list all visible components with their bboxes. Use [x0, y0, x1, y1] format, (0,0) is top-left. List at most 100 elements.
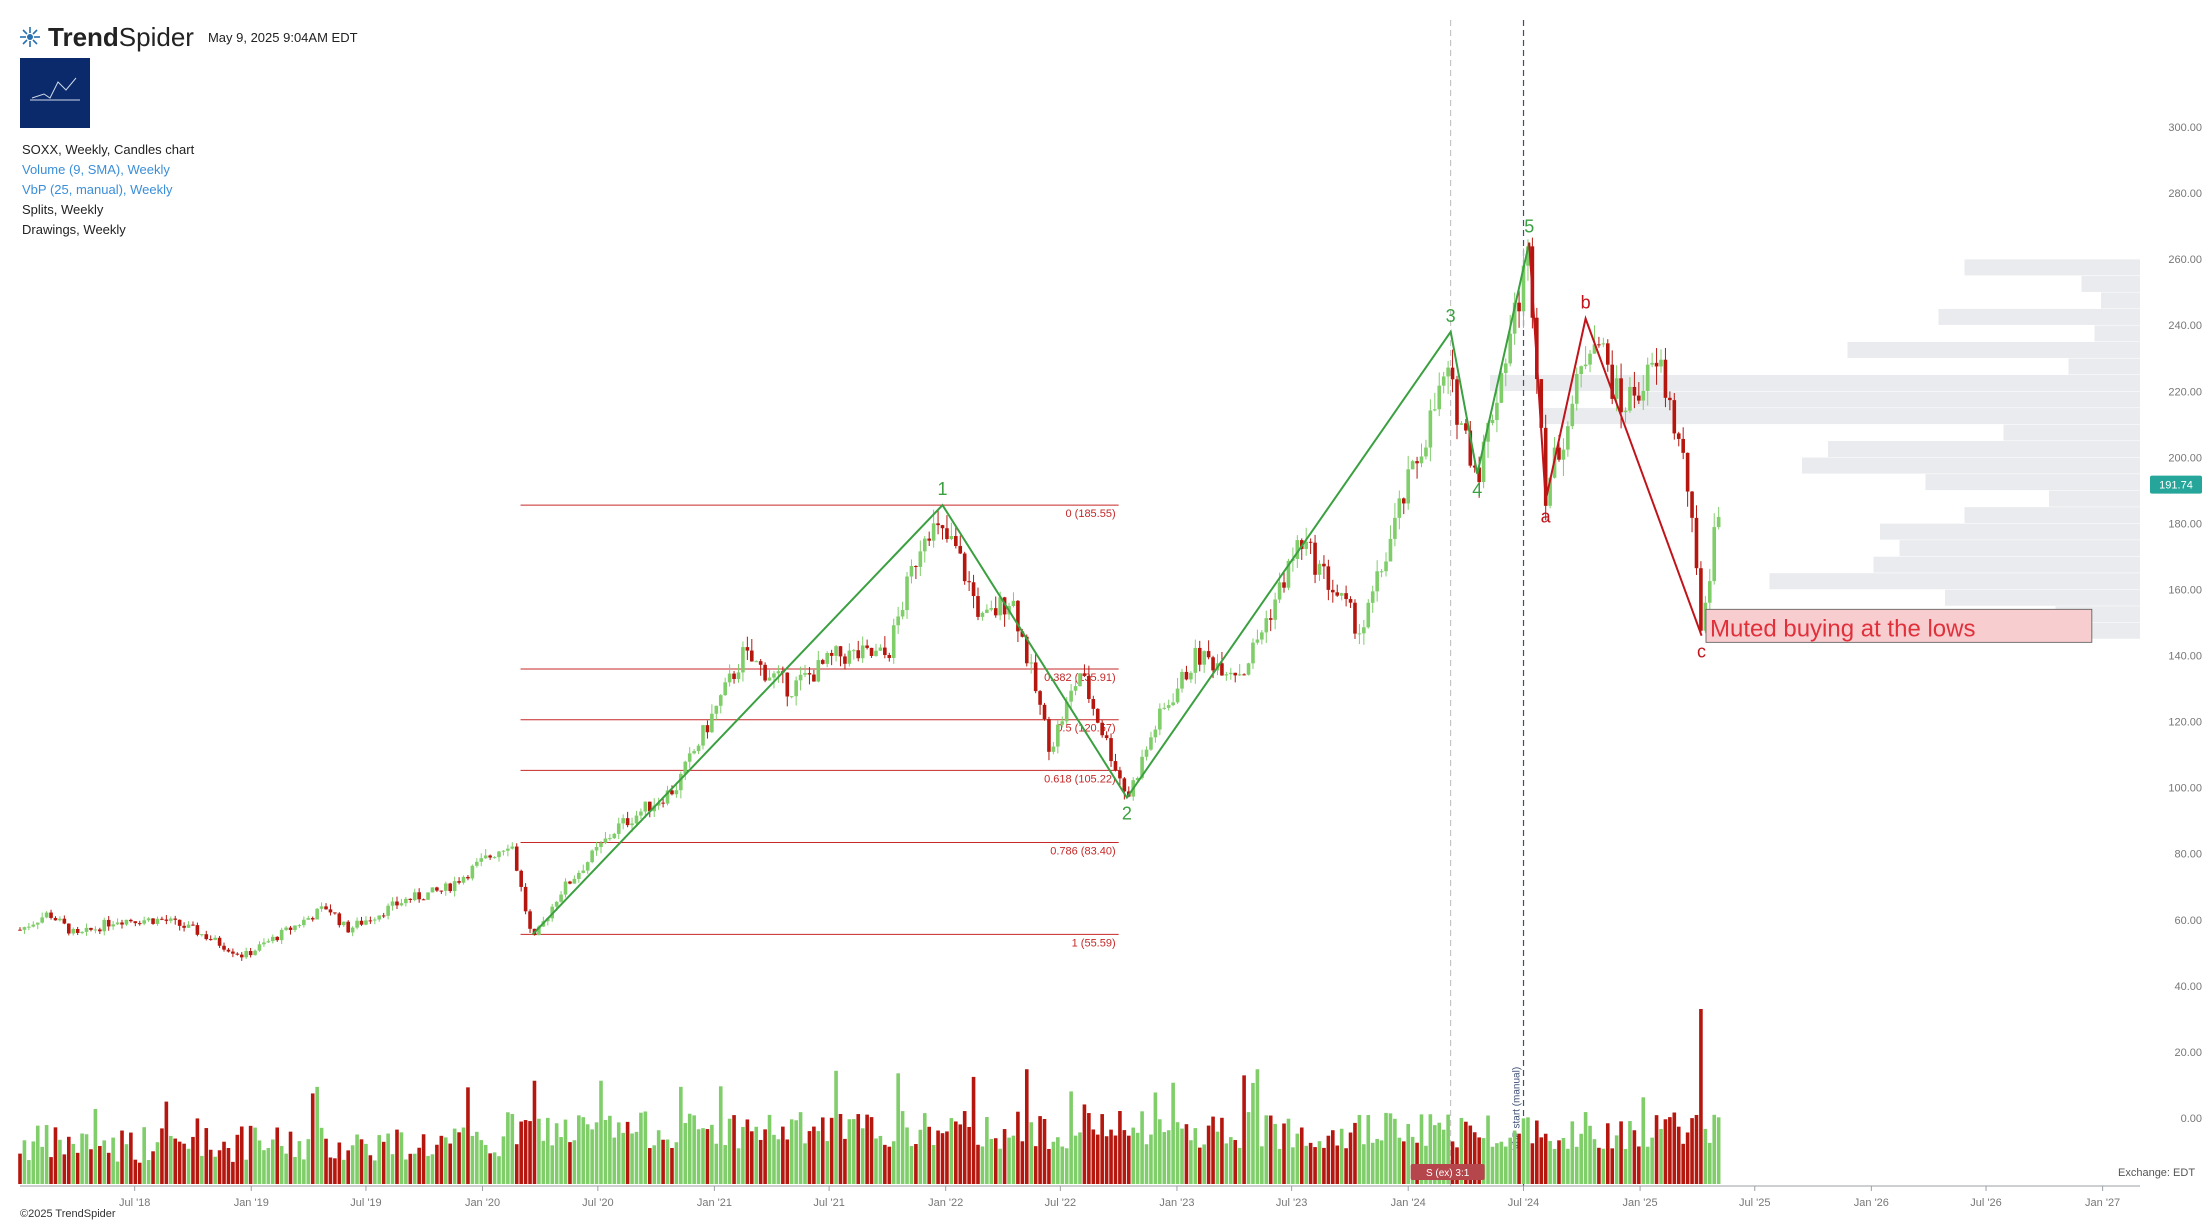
candle — [71, 929, 76, 934]
candle — [44, 912, 49, 918]
volume-bar — [1020, 1141, 1025, 1184]
candle — [297, 925, 302, 927]
candle — [1477, 467, 1481, 483]
volume-bar — [80, 1133, 84, 1184]
candle — [115, 922, 120, 925]
corrective-wave-label: b — [1581, 293, 1591, 313]
volume-bar — [1100, 1114, 1104, 1184]
candle — [985, 609, 989, 613]
volume-bar — [1557, 1140, 1561, 1184]
volume-bar — [1464, 1121, 1468, 1184]
candle — [1237, 674, 1242, 676]
candle — [852, 650, 856, 652]
x-axis-tick-label: Jul '19 — [350, 1197, 381, 1209]
volume-bar — [1228, 1137, 1233, 1184]
candle — [1619, 378, 1623, 413]
volume-bar — [1583, 1112, 1588, 1184]
candle — [1202, 651, 1206, 665]
y-axis-tick-label: 220.00 — [2168, 386, 2202, 398]
candle — [1574, 374, 1579, 404]
candle — [49, 912, 53, 918]
candle — [244, 951, 248, 958]
volume-bar — [1654, 1115, 1659, 1184]
candle — [718, 695, 723, 706]
candle — [1038, 691, 1042, 705]
channel-logo — [20, 58, 90, 128]
candle — [594, 846, 599, 851]
impulse-wave-label: 4 — [1472, 480, 1482, 500]
candle — [581, 870, 586, 873]
legend-drawings[interactable]: Drawings, Weekly — [22, 222, 126, 237]
volume-bar — [200, 1155, 204, 1184]
volume-bar — [1499, 1141, 1504, 1184]
volume-bar — [869, 1117, 874, 1184]
candle — [31, 924, 36, 927]
legend-volume[interactable]: Volume (9, SMA), Weekly — [22, 162, 170, 177]
volume-bar — [1087, 1113, 1091, 1184]
candle — [860, 645, 865, 659]
volume-bar — [1521, 1118, 1526, 1184]
candle — [111, 924, 115, 927]
volume-bar — [1645, 1146, 1650, 1184]
volume-bar — [550, 1145, 555, 1184]
legend-vbp[interactable]: VbP (25, manual), Weekly — [22, 182, 173, 197]
impulse-wave-label: 5 — [1524, 217, 1534, 237]
volume-bar — [452, 1128, 457, 1184]
candle — [315, 908, 319, 920]
volume-bar — [1144, 1144, 1149, 1184]
volume-bar — [1592, 1139, 1597, 1184]
volume-bar — [927, 1126, 932, 1184]
annotation-box[interactable] — [1705, 608, 2093, 643]
volume-bar — [692, 1115, 696, 1184]
vbp-bar — [1542, 408, 2140, 425]
candle — [1441, 376, 1446, 386]
volume-bar — [701, 1128, 705, 1184]
candle — [914, 566, 918, 568]
volume-bar — [1597, 1147, 1601, 1184]
volume-bar — [1069, 1091, 1073, 1184]
candle — [226, 949, 231, 952]
candle — [1676, 433, 1681, 439]
volume-bar — [1650, 1137, 1654, 1184]
volume-bar — [1628, 1121, 1632, 1184]
legend-symbol[interactable]: SOXX, Weekly, Candles chart — [22, 142, 195, 157]
y-axis-tick-label: 80.00 — [2174, 849, 2202, 861]
candle — [231, 951, 235, 954]
candle — [523, 886, 528, 912]
volume-bar — [106, 1152, 111, 1184]
corrective-wave-label: c — [1697, 642, 1706, 662]
volume-bar — [421, 1134, 426, 1184]
split-badge[interactable] — [1410, 1164, 1485, 1180]
candle — [1149, 737, 1153, 750]
volume-bar — [922, 1113, 927, 1184]
candle — [1668, 397, 1672, 401]
vbp-bar — [1899, 540, 2140, 557]
volume-bar — [222, 1141, 226, 1184]
candle — [106, 919, 111, 927]
candle — [1472, 465, 1477, 468]
volume-bar — [1224, 1143, 1229, 1184]
candle — [1623, 410, 1628, 413]
volume-bar — [1304, 1145, 1308, 1184]
candle — [204, 934, 209, 940]
candle — [1024, 636, 1029, 664]
candle — [1357, 633, 1362, 635]
volume-bar — [1477, 1137, 1481, 1184]
candle — [1716, 516, 1721, 528]
volume-bar — [1184, 1124, 1189, 1184]
candle — [195, 925, 200, 935]
volume-bar — [177, 1141, 182, 1184]
volume-bar — [1446, 1114, 1450, 1184]
volume-bar — [1286, 1118, 1291, 1184]
candle — [421, 899, 426, 901]
volume-bar — [1140, 1111, 1144, 1184]
volume-bar — [1468, 1125, 1473, 1184]
legend-splits[interactable]: Splits, Weekly — [22, 202, 104, 217]
candle — [1370, 591, 1375, 603]
volume-bar — [1060, 1146, 1065, 1184]
candle — [714, 705, 719, 714]
volume-bar — [860, 1128, 865, 1184]
volume-bar — [204, 1128, 209, 1184]
volume-bar — [1415, 1142, 1419, 1184]
